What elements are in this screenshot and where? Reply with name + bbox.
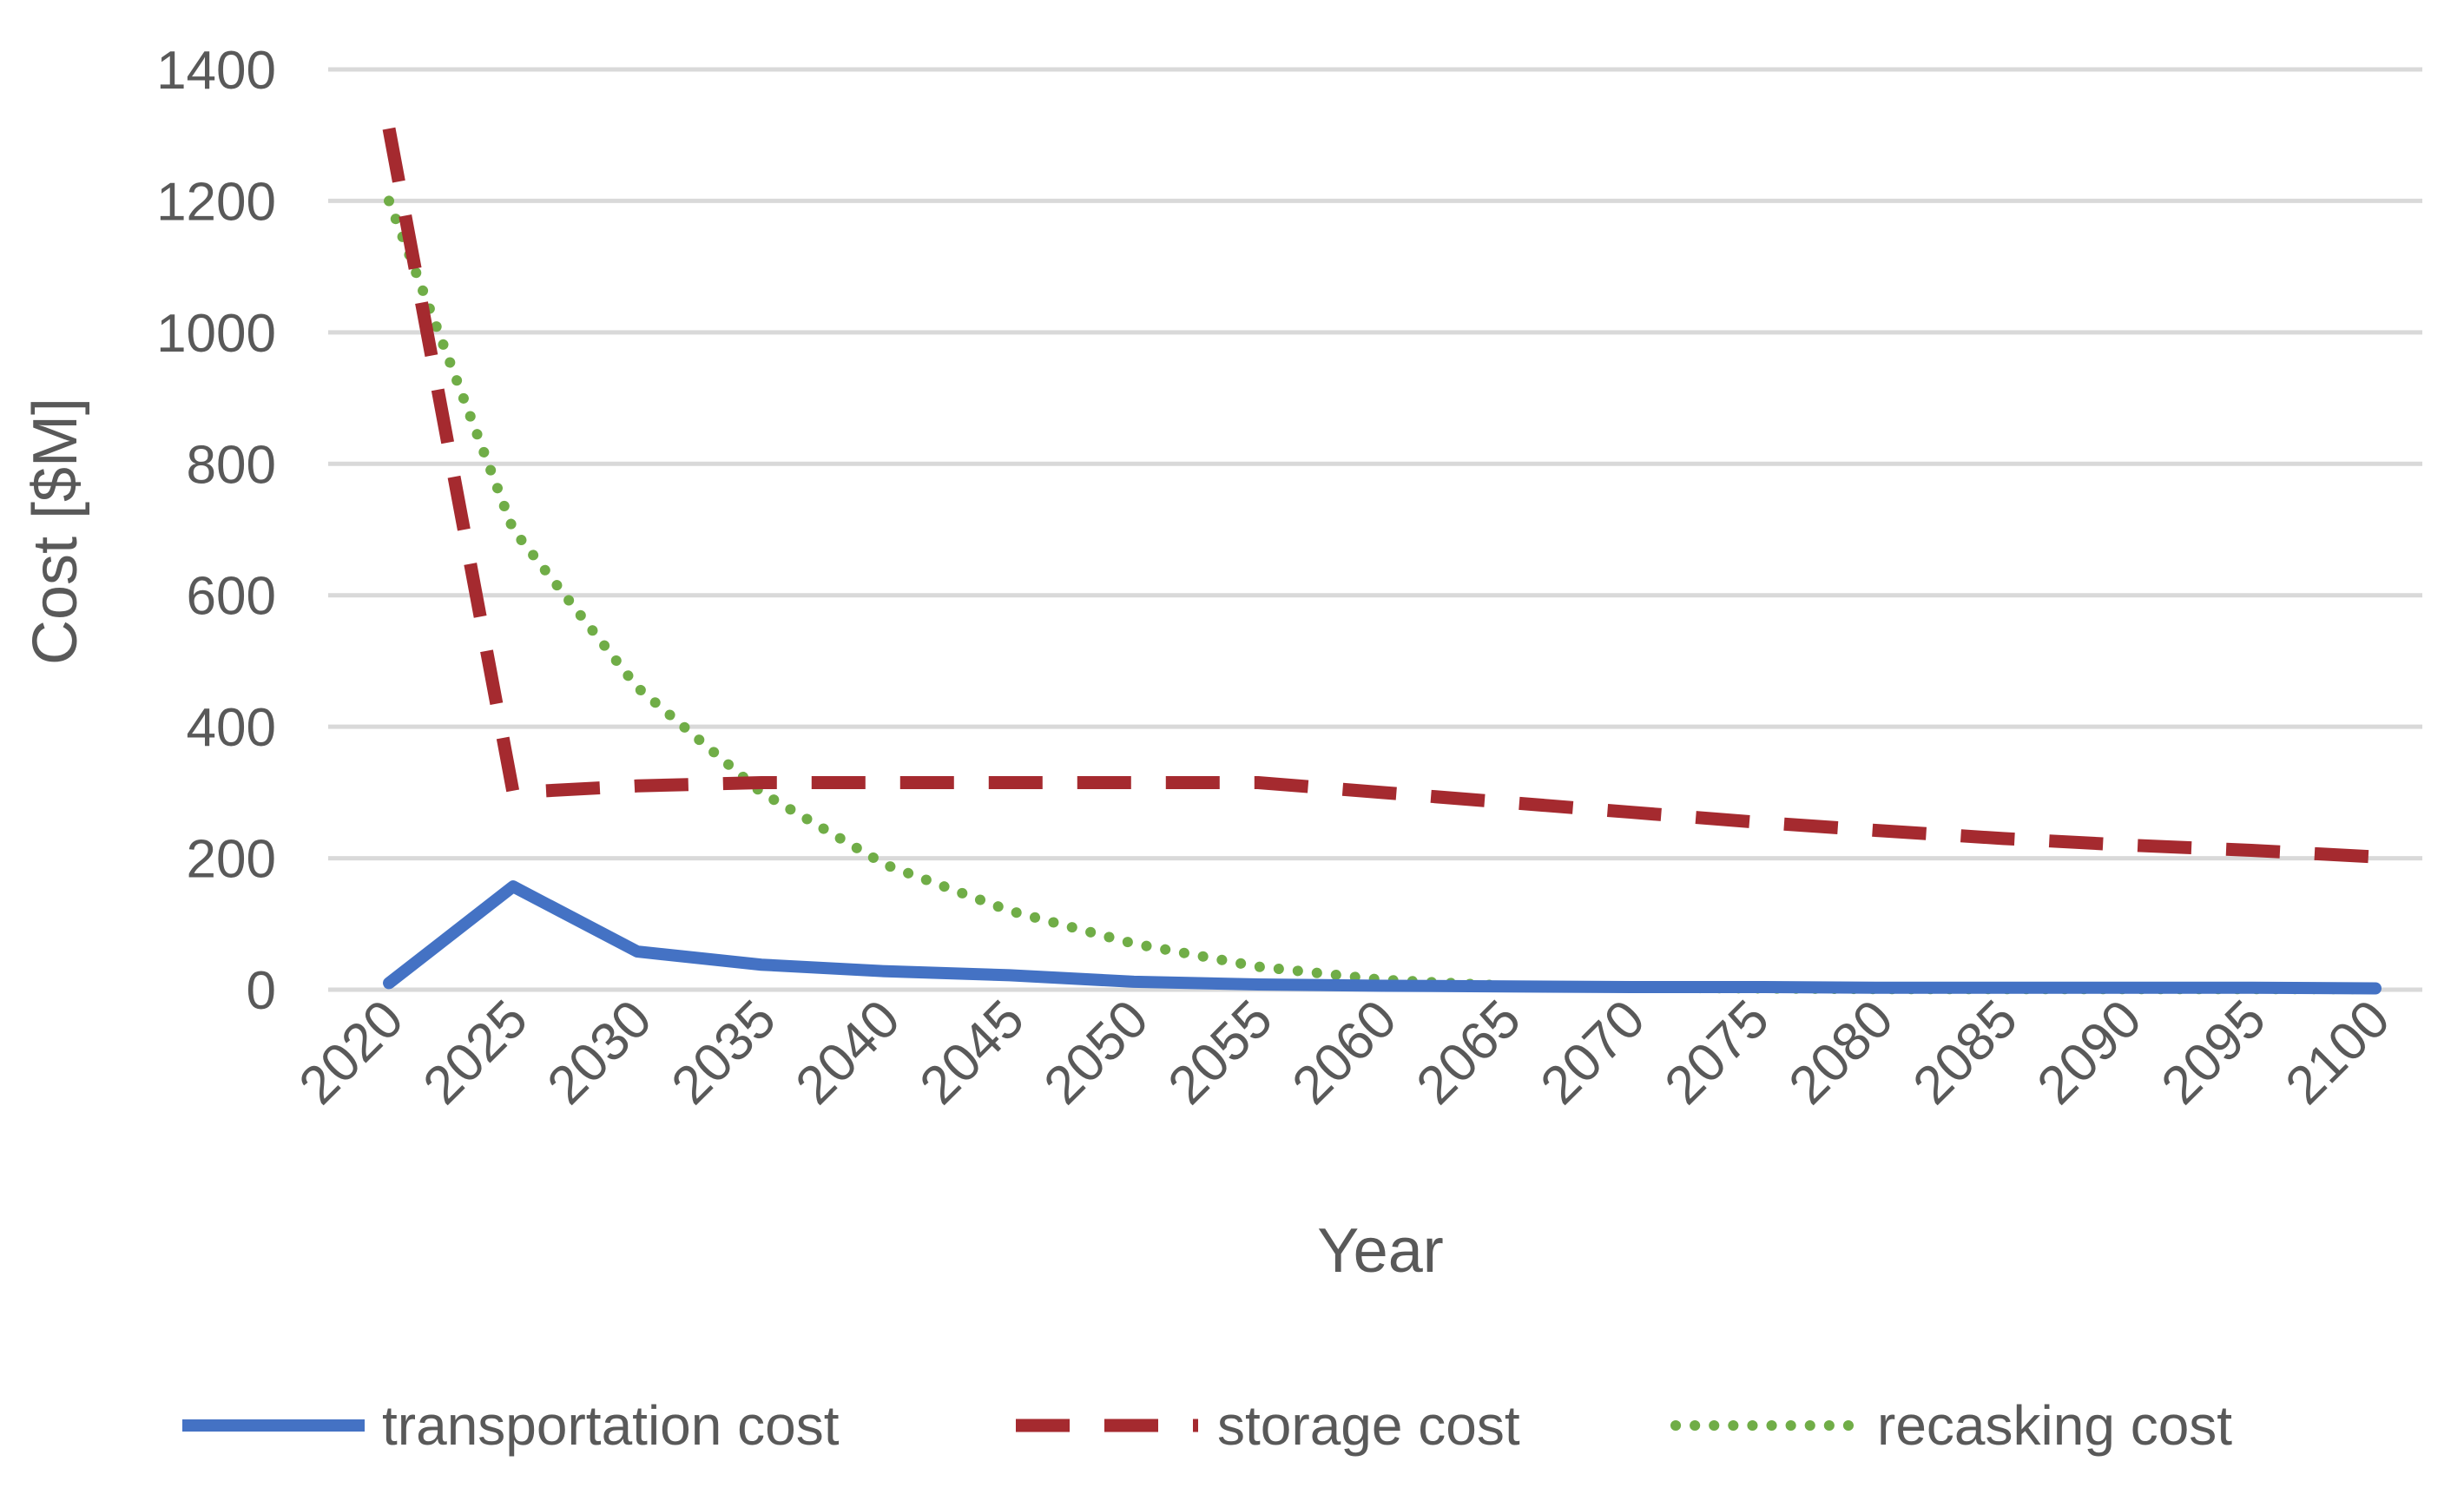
series-line-storage-cost bbox=[382, 127, 2376, 864]
legend-label: recasking cost bbox=[1877, 1394, 2232, 1457]
x-tick-label: 2090 bbox=[2026, 989, 2153, 1116]
y-tick-label: 1400 bbox=[156, 41, 276, 101]
x-tick-label: 2020 bbox=[288, 989, 415, 1116]
legend-label: transportation cost bbox=[382, 1394, 840, 1457]
x-tick-label: 2095 bbox=[2151, 989, 2277, 1116]
series-line-transportation-cost bbox=[383, 880, 2382, 995]
x-tick-label: 2065 bbox=[1406, 989, 1532, 1116]
y-tick-label: 600 bbox=[187, 567, 276, 627]
x-axis-title: Year bbox=[1317, 1216, 1443, 1286]
x-tick-label: 2035 bbox=[661, 989, 787, 1116]
x-tick-label: 2030 bbox=[537, 989, 663, 1116]
x-tick-label: 2075 bbox=[1654, 989, 1781, 1116]
x-tick-label: 2040 bbox=[785, 989, 912, 1116]
y-tick-label: 0 bbox=[247, 961, 276, 1021]
y-axis-ticks: 0 200 400 600 800 1000 1200 1400 bbox=[156, 41, 276, 1021]
x-tick-label: 2100 bbox=[2275, 989, 2401, 1116]
legend-label: storage cost bbox=[1217, 1394, 1520, 1457]
gridlines bbox=[328, 67, 2422, 992]
x-tick-label: 2055 bbox=[1157, 989, 1284, 1116]
y-tick-label: 200 bbox=[187, 830, 276, 890]
x-tick-label: 2050 bbox=[1033, 989, 1160, 1116]
x-tick-label: 2080 bbox=[1778, 989, 1905, 1116]
x-tick-label: 2025 bbox=[412, 989, 539, 1116]
x-tick-label: 2045 bbox=[909, 989, 1036, 1116]
y-tick-label: 400 bbox=[187, 698, 276, 758]
series-lines bbox=[382, 127, 2382, 995]
x-axis-ticks: 2020202520302035204020452050205520602065… bbox=[288, 989, 2401, 1116]
y-tick-label: 800 bbox=[187, 435, 276, 495]
x-tick-label: 2070 bbox=[1530, 989, 1657, 1116]
legend: transportation cost storage cost recasking… bbox=[182, 1394, 2232, 1457]
y-tick-label: 1000 bbox=[156, 304, 276, 364]
x-tick-label: 2060 bbox=[1281, 989, 1408, 1116]
y-tick-label: 1200 bbox=[156, 172, 276, 232]
y-axis-title: Cost [$M] bbox=[21, 398, 90, 665]
x-tick-label: 2085 bbox=[1902, 989, 2029, 1116]
